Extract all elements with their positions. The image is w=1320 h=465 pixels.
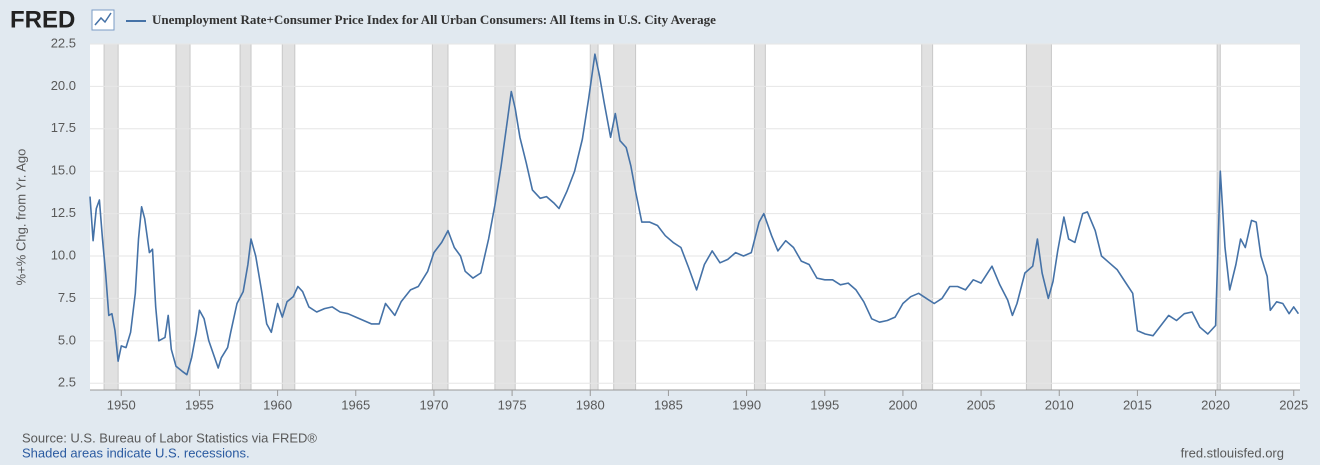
x-tick-label: 1980: [576, 397, 605, 412]
x-tick-label: 2000: [888, 397, 917, 412]
y-tick-label: 7.5: [58, 290, 76, 305]
logo: FRED: [10, 6, 75, 33]
x-tick-label: 1950: [107, 397, 136, 412]
y-tick-label: 17.5: [51, 120, 76, 135]
x-tick-label: 1965: [341, 397, 370, 412]
x-tick-label: 1960: [263, 397, 292, 412]
x-tick-label: 1985: [654, 397, 683, 412]
recession-band: [1025, 43, 1052, 391]
recession-band: [613, 43, 637, 391]
y-tick-label: 2.5: [58, 375, 76, 390]
y-tick-label: 12.5: [51, 205, 76, 220]
x-tick-label: 2015: [1123, 397, 1152, 412]
series-line: [89, 53, 1300, 376]
x-tick-label: 2010: [1045, 397, 1074, 412]
recession-band: [589, 43, 599, 391]
recession-band: [431, 43, 449, 391]
recession-note: Shaded areas indicate U.S. recessions.: [22, 445, 250, 460]
source: Source: U.S. Bureau of Labor Statistics …: [22, 430, 317, 445]
recession-band: [753, 43, 766, 391]
x-tick-label: 1995: [810, 397, 839, 412]
y-tick-label: 15.0: [51, 163, 76, 178]
logo-icon-line: [94, 12, 112, 26]
x-tick-label: 1970: [419, 397, 448, 412]
plot-area: [90, 44, 1300, 390]
y-axis-label: %+% Chg. from Yr. Ago: [13, 149, 28, 286]
x-tick-label: 1975: [498, 397, 527, 412]
recession-band: [281, 43, 296, 391]
legend-label: Unemployment Rate+Consumer Price Index f…: [152, 12, 716, 27]
site-url: fred.stlouisfed.org: [1181, 445, 1284, 460]
recession-band: [175, 43, 191, 391]
recession-band: [921, 43, 934, 391]
y-tick-label: 5.0: [58, 332, 76, 347]
x-tick-label: 1955: [185, 397, 214, 412]
recession-band: [239, 43, 252, 391]
x-tick-label: 2005: [967, 397, 996, 412]
x-tick-label: 2025: [1279, 397, 1308, 412]
x-tick-label: 1990: [732, 397, 761, 412]
y-tick-label: 22.5: [51, 35, 76, 50]
y-tick-label: 10.0: [51, 247, 76, 262]
y-tick-label: 20.0: [51, 78, 76, 93]
x-tick-label: 2020: [1201, 397, 1230, 412]
